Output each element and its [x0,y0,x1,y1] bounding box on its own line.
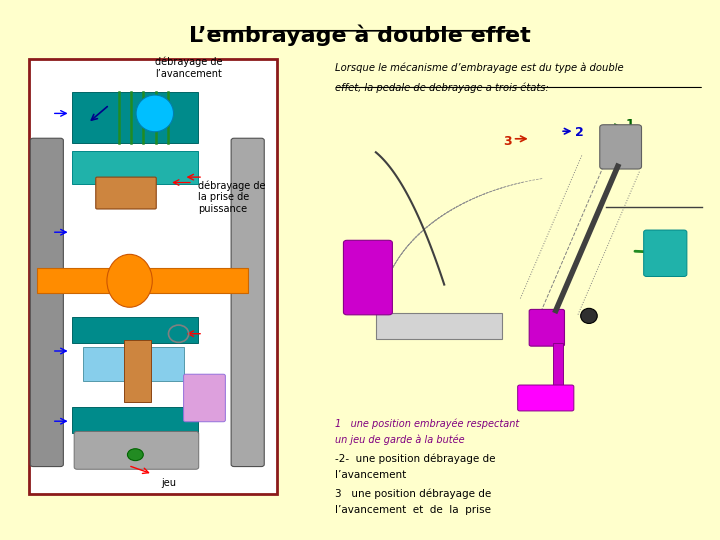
Bar [83,347,184,381]
FancyBboxPatch shape [30,138,63,467]
FancyBboxPatch shape [231,138,264,467]
FancyBboxPatch shape [529,309,564,346]
Bar [124,340,151,402]
Text: 1: 1 [626,118,634,131]
Text: l’avancement: l’avancement [335,470,406,480]
Bar [72,92,198,143]
Text: jeu: jeu [162,478,176,488]
Bar [72,151,198,184]
Bar [376,313,502,339]
Text: L’embrayage à double effet: L’embrayage à double effet [189,24,531,46]
Bar [72,317,198,343]
Ellipse shape [107,254,153,307]
Text: l’avancement  et  de  la  prise: l’avancement et de la prise [335,505,491,515]
Bar [37,268,248,293]
FancyBboxPatch shape [343,240,392,315]
FancyBboxPatch shape [184,374,225,422]
Bar [29,59,277,494]
Ellipse shape [136,95,174,132]
Text: effet, la pedale de debrayage a trois états:: effet, la pedale de debrayage a trois ét… [335,83,549,93]
Text: Lorsque le mécanisme d’embrayage est du type à double: Lorsque le mécanisme d’embrayage est du … [335,62,624,72]
Text: un jeu de garde à la butée: un jeu de garde à la butée [335,435,464,445]
Text: 3   une position débrayage de: 3 une position débrayage de [335,489,491,499]
Text: 3: 3 [503,135,512,148]
FancyBboxPatch shape [74,431,199,469]
Bar [553,343,563,388]
Ellipse shape [580,308,597,323]
Bar [72,407,198,433]
FancyBboxPatch shape [518,385,574,411]
FancyBboxPatch shape [644,230,687,276]
Text: débrayage de
la prise de
puissance: débrayage de la prise de puissance [198,180,266,214]
FancyBboxPatch shape [600,125,642,169]
Text: débrayage de
l’avancement: débrayage de l’avancement [155,57,222,78]
FancyBboxPatch shape [96,177,156,209]
Text: 1   une position embrayée respectant: 1 une position embrayée respectant [335,418,519,429]
Ellipse shape [127,449,143,461]
Text: -2-  une position débrayage de: -2- une position débrayage de [335,454,495,464]
Text: 2: 2 [575,126,584,139]
